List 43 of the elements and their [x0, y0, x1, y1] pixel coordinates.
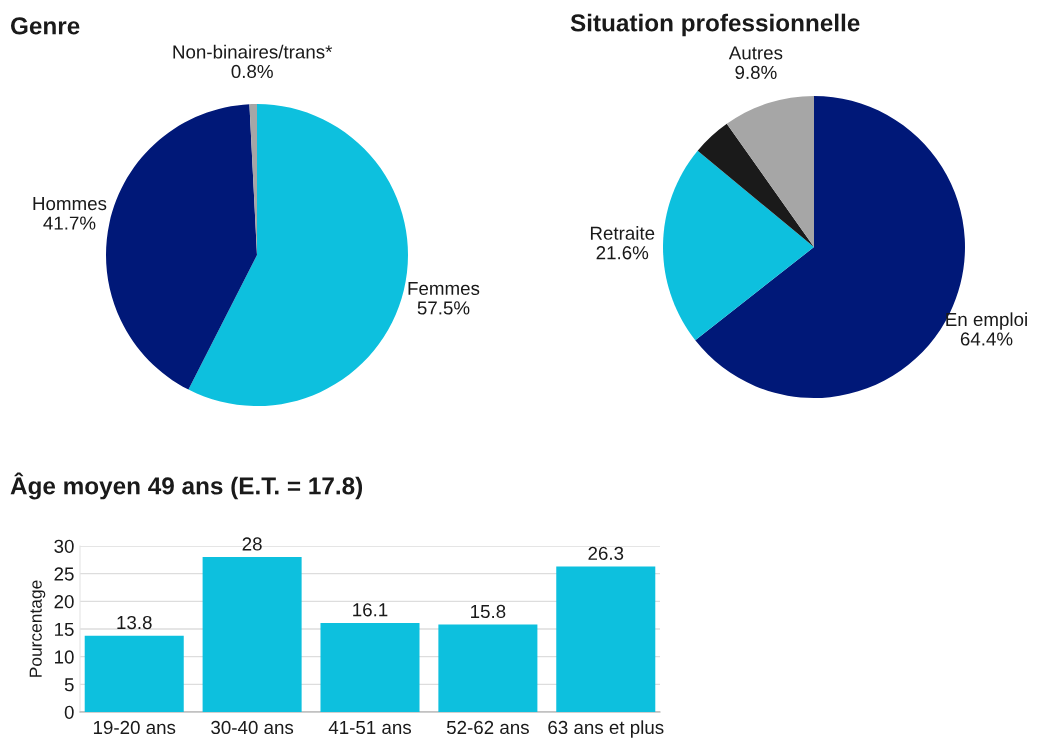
- x-tick-label: 30-40 ans: [211, 720, 294, 735]
- data-label: 28: [242, 537, 262, 551]
- y-tick-label: 5: [64, 678, 74, 692]
- slice-label: Hommes: [33, 197, 107, 211]
- bar: [320, 622, 420, 712]
- pie-slice: [663, 150, 814, 341]
- data-label: 41.7%: [43, 216, 96, 230]
- y-tick-label: 10: [55, 650, 74, 664]
- data-label: 26.3: [588, 546, 624, 560]
- data-label: 21.6%: [596, 246, 649, 260]
- data-label: 16.1: [353, 603, 388, 617]
- y-tick-label: 20: [54, 595, 74, 609]
- y-axis-title: Pourcentage: [29, 580, 46, 677]
- data-label: 57.5%: [417, 301, 470, 315]
- y-tick-label: 30: [54, 539, 74, 553]
- slice-label: Retraite: [590, 226, 655, 240]
- bar: [438, 624, 538, 712]
- y-tick-label: 0: [64, 705, 74, 719]
- chart-title: Genre: [11, 17, 80, 35]
- data-label: 0.8%: [231, 64, 273, 79]
- slice-label: Femmes: [408, 281, 480, 296]
- data-label: 9.8%: [735, 65, 777, 80]
- y-tick-label: 15: [55, 622, 74, 636]
- x-tick-label: 63 ans et plus: [548, 720, 664, 738]
- data-label: 15.8: [471, 604, 506, 619]
- pie-slice: [188, 104, 408, 406]
- data-label: 64.4%: [960, 332, 1013, 346]
- slice-label: Autres: [728, 46, 783, 60]
- pie-slice: [697, 123, 814, 247]
- slice-label: Non-binaires/trans*: [173, 44, 333, 59]
- y-tick-label: 25: [54, 567, 74, 581]
- slice-label: En emploi: [946, 312, 1027, 330]
- x-tick-label: 52-62 ans: [446, 720, 529, 735]
- chart-title: Âge moyen 49 ans (E.T. = 17.8): [10, 472, 363, 500]
- bar: [556, 566, 656, 712]
- bar: [202, 557, 302, 712]
- pie-slice: [106, 104, 257, 390]
- x-tick-label: 41-51 ans: [328, 721, 412, 735]
- pie-slice: [726, 96, 814, 247]
- bar: [84, 635, 184, 712]
- data-label: 13.8: [117, 615, 152, 630]
- chart-title: Situation professionnelle: [570, 13, 860, 37]
- x-tick-label: 19-20 ans: [93, 720, 176, 735]
